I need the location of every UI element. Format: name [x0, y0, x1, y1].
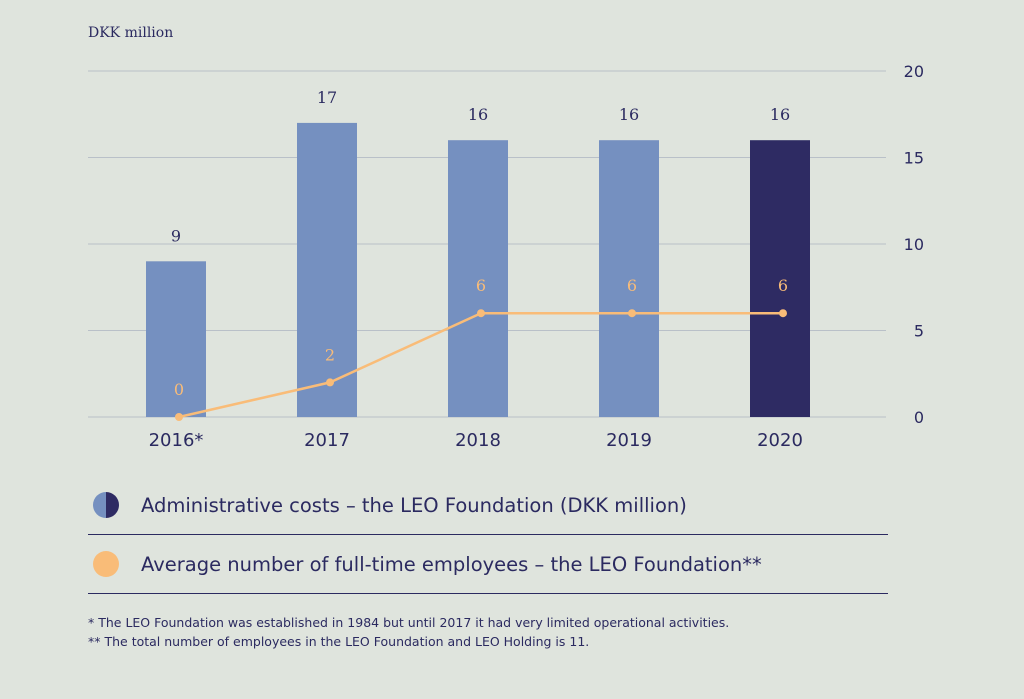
- y-tick-label-15: 15: [904, 149, 924, 168]
- bar-label-2020: 16: [770, 105, 790, 124]
- legend-swatch-costs: [93, 492, 119, 518]
- employees-point-2016*: [175, 413, 183, 421]
- chart: DKK million 0 5 10 15 20 9 17 16 16 16 0 2 6 6 6 201…: [88, 25, 924, 451]
- x-tick-label-2016*: 2016*: [149, 430, 204, 451]
- bar-label-2016*: 9: [171, 226, 181, 245]
- bar-2020: [750, 140, 810, 417]
- bar-2017: [297, 122, 357, 418]
- bar-2019: [599, 140, 659, 417]
- x-tick-label-2018: 2018: [455, 430, 501, 451]
- bar-label-2017: 17: [317, 88, 337, 107]
- x-tick-label-2017: 2017: [304, 430, 350, 451]
- footnote-1: * The LEO Foundation was established in …: [88, 615, 730, 630]
- bar-2016*: [146, 261, 206, 417]
- y-axis-ticks: 0 5 10 15 20: [904, 62, 924, 427]
- employees-point-2019: [628, 309, 636, 318]
- x-tick-label-2019: 2019: [606, 430, 652, 451]
- legend-label-costs: Administrative costs – the LEO Foundatio…: [141, 493, 687, 517]
- footnotes: * The LEO Foundation was established in …: [88, 613, 729, 651]
- y-tick-label-0: 0: [914, 408, 924, 427]
- y-tick-label-5: 5: [914, 322, 924, 341]
- y-axis-unit-label: DKK million: [88, 25, 173, 41]
- employees-label-2016*: 0: [174, 380, 184, 399]
- y-tick-label-20: 20: [904, 62, 924, 81]
- x-axis-ticks: 2016* 2017 2018 2019 2020: [149, 430, 803, 451]
- bar-value-labels: 9 17 16 16 16: [171, 88, 790, 245]
- bar-label-2018: 16: [468, 105, 488, 124]
- bar-series: [146, 122, 810, 418]
- employees-point-2017: [326, 378, 334, 387]
- employees-point-2020: [779, 309, 787, 318]
- employees-point-2018: [477, 309, 485, 318]
- y-tick-label-10: 10: [904, 235, 924, 254]
- footnote-2: ** The total number of employees in the …: [88, 634, 590, 649]
- employees-label-2018: 6: [476, 276, 486, 295]
- legend-label-employees: Average number of full-time employees – …: [141, 552, 762, 576]
- legend: Administrative costs – the LEO Foundatio…: [88, 476, 888, 594]
- x-tick-label-2020: 2020: [757, 430, 803, 451]
- employees-label-2019: 6: [627, 276, 637, 295]
- legend-item-costs: Administrative costs – the LEO Foundatio…: [88, 476, 888, 535]
- bar-label-2019: 16: [619, 105, 639, 124]
- bar-2018: [448, 140, 508, 417]
- employees-label-2020: 6: [778, 276, 788, 295]
- legend-item-employees: Average number of full-time employees – …: [88, 535, 888, 594]
- employees-label-2017: 2: [325, 345, 335, 364]
- line-series: 0 2 6 6 6: [174, 276, 788, 421]
- legend-swatch-employees: [93, 551, 119, 577]
